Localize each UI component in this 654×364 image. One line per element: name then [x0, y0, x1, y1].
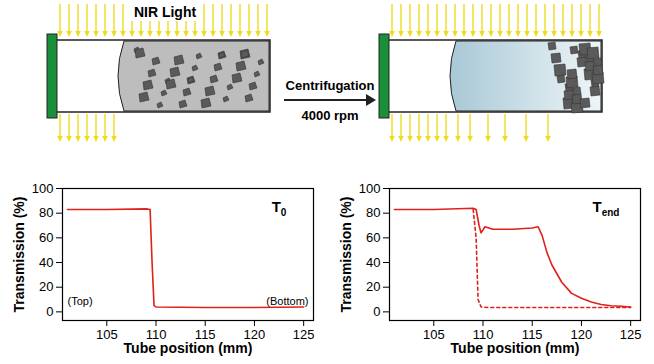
svg-text:20: 20	[366, 279, 380, 294]
svg-text:80: 80	[366, 205, 380, 220]
svg-text:Tend: Tend	[593, 198, 620, 218]
svg-text:Transmission (%): Transmission (%)	[11, 197, 27, 313]
svg-text:100: 100	[359, 181, 381, 196]
svg-text:Centrifugation: Centrifugation	[286, 78, 375, 93]
svg-text:(Top): (Top)	[68, 295, 93, 307]
svg-text:(Bottom): (Bottom)	[266, 295, 308, 307]
svg-text:105: 105	[423, 327, 445, 342]
svg-text:40: 40	[39, 255, 53, 270]
svg-text:115: 115	[194, 326, 216, 342]
svg-text:60: 60	[39, 230, 53, 245]
svg-text:115: 115	[521, 326, 543, 342]
svg-text:100: 100	[32, 181, 54, 196]
svg-text:120: 120	[570, 326, 593, 342]
svg-text:110: 110	[472, 326, 494, 342]
svg-text:110: 110	[145, 326, 167, 342]
svg-text:125: 125	[620, 327, 642, 342]
svg-text:Tube position (mm): Tube position (mm)	[451, 340, 580, 356]
svg-text:60: 60	[366, 230, 380, 245]
svg-text:Transmission (%): Transmission (%)	[338, 197, 354, 313]
svg-text:0: 0	[373, 304, 380, 319]
svg-text:4000 rpm: 4000 rpm	[301, 108, 358, 123]
svg-text:80: 80	[39, 205, 53, 220]
svg-text:0: 0	[46, 304, 53, 319]
svg-text:125: 125	[293, 327, 315, 342]
svg-text:NIR Light: NIR Light	[134, 4, 197, 20]
svg-text:20: 20	[39, 279, 53, 294]
svg-text:105: 105	[96, 327, 118, 342]
svg-text:120: 120	[243, 326, 266, 342]
svg-text:Tube position (mm): Tube position (mm)	[124, 340, 253, 356]
svg-text:40: 40	[366, 255, 380, 270]
svg-text:T0: T0	[272, 198, 287, 218]
